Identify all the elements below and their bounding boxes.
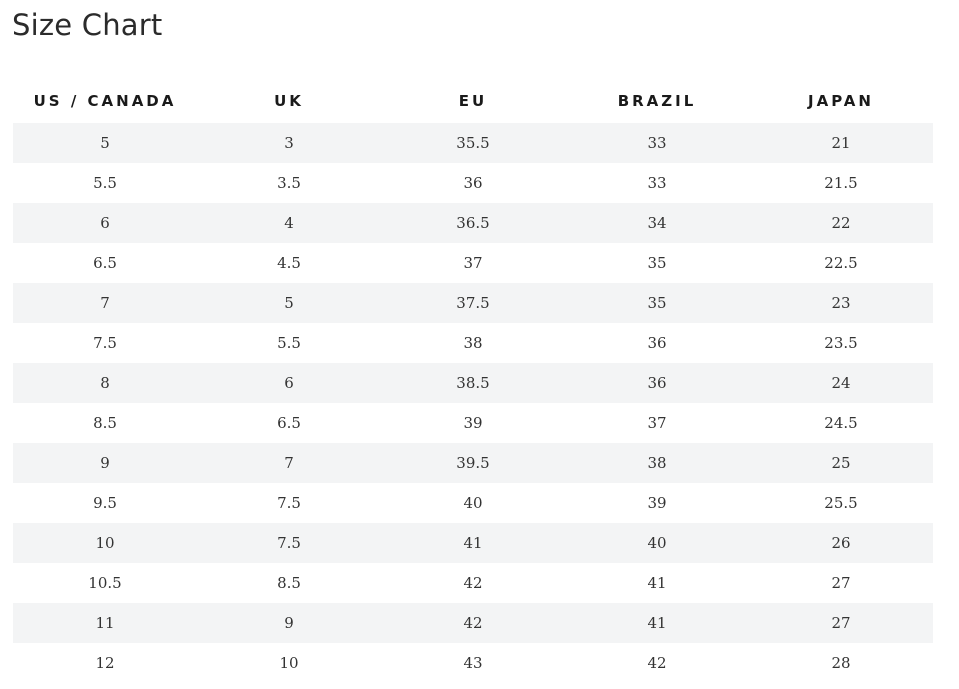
cell-eu: 38.5 [381, 363, 565, 403]
cell-us-canada: 6 [13, 203, 197, 243]
cell-uk: 9 [197, 603, 381, 643]
cell-eu: 39.5 [381, 443, 565, 483]
cell-us-canada: 10 [13, 523, 197, 563]
cell-uk: 5 [197, 283, 381, 323]
cell-eu: 42 [381, 563, 565, 603]
cell-us-canada: 7 [13, 283, 197, 323]
cell-eu: 37 [381, 243, 565, 283]
cell-eu: 36.5 [381, 203, 565, 243]
cell-us-canada: 7.5 [13, 323, 197, 363]
table-row: 10 7.5 41 40 26 [13, 523, 933, 563]
cell-uk: 7.5 [197, 483, 381, 523]
cell-brazil: 33 [565, 163, 749, 203]
table-body: 5 3 35.5 33 21 5.5 3.5 36 33 21.5 6 4 36.5 34 22 6.5 4.5… [13, 123, 933, 683]
table-row: 8.5 6.5 39 37 24.5 [13, 403, 933, 443]
cell-us-canada: 9 [13, 443, 197, 483]
size-chart-table: US / CANADA UK EU BRAZIL JAPAN 5 3 35.5 33 2… [13, 78, 933, 683]
cell-brazil: 37 [565, 403, 749, 443]
cell-japan: 25.5 [749, 483, 933, 523]
column-header-eu: EU [458, 91, 488, 110]
cell-eu: 35.5 [381, 123, 565, 163]
cell-us-canada: 11 [13, 603, 197, 643]
header-row: US / CANADA UK EU BRAZIL JAPAN [13, 78, 933, 123]
table-row: 6 4 36.5 34 22 [13, 203, 933, 243]
cell-eu: 37.5 [381, 283, 565, 323]
cell-uk: 6 [197, 363, 381, 403]
cell-uk: 3 [197, 123, 381, 163]
table-row: 10.5 8.5 42 41 27 [13, 563, 933, 603]
cell-uk: 4.5 [197, 243, 381, 283]
table-row: 6.5 4.5 37 35 22.5 [13, 243, 933, 283]
cell-japan: 24.5 [749, 403, 933, 443]
cell-uk: 7.5 [197, 523, 381, 563]
cell-brazil: 34 [565, 203, 749, 243]
cell-brazil: 41 [565, 563, 749, 603]
cell-eu: 36 [381, 163, 565, 203]
cell-us-canada: 10.5 [13, 563, 197, 603]
cell-us-canada: 8.5 [13, 403, 197, 443]
cell-japan: 26 [749, 523, 933, 563]
cell-us-canada: 8 [13, 363, 197, 403]
cell-brazil: 36 [565, 323, 749, 363]
cell-eu: 41 [381, 523, 565, 563]
table-row: 9 7 39.5 38 25 [13, 443, 933, 483]
cell-us-canada: 9.5 [13, 483, 197, 523]
cell-us-canada: 5 [13, 123, 197, 163]
column-header-uk: UK [274, 91, 304, 110]
table-row: 12 10 43 42 28 [13, 643, 933, 683]
cell-japan: 24 [749, 363, 933, 403]
cell-eu: 43 [381, 643, 565, 683]
table-row: 5 3 35.5 33 21 [13, 123, 933, 163]
cell-brazil: 33 [565, 123, 749, 163]
table-row: 5.5 3.5 36 33 21.5 [13, 163, 933, 203]
cell-japan: 23 [749, 283, 933, 323]
cell-japan: 25 [749, 443, 933, 483]
cell-uk: 4 [197, 203, 381, 243]
cell-uk: 6.5 [197, 403, 381, 443]
cell-uk: 10 [197, 643, 381, 683]
cell-brazil: 38 [565, 443, 749, 483]
cell-uk: 3.5 [197, 163, 381, 203]
cell-brazil: 39 [565, 483, 749, 523]
cell-japan: 27 [749, 603, 933, 643]
cell-japan: 21.5 [749, 163, 933, 203]
table-row: 11 9 42 41 27 [13, 603, 933, 643]
column-header-us-canada: US / CANADA [33, 91, 177, 110]
cell-brazil: 41 [565, 603, 749, 643]
cell-japan: 22.5 [749, 243, 933, 283]
cell-brazil: 42 [565, 643, 749, 683]
cell-uk: 8.5 [197, 563, 381, 603]
column-header-brazil: BRAZIL [617, 91, 697, 110]
cell-uk: 7 [197, 443, 381, 483]
table-row: 7.5 5.5 38 36 23.5 [13, 323, 933, 363]
cell-brazil: 35 [565, 283, 749, 323]
table-row: 7 5 37.5 35 23 [13, 283, 933, 323]
cell-us-canada: 5.5 [13, 163, 197, 203]
cell-japan: 28 [749, 643, 933, 683]
table-row: 9.5 7.5 40 39 25.5 [13, 483, 933, 523]
cell-japan: 27 [749, 563, 933, 603]
table-row: 8 6 38.5 36 24 [13, 363, 933, 403]
table-header: US / CANADA UK EU BRAZIL JAPAN [13, 78, 933, 123]
cell-uk: 5.5 [197, 323, 381, 363]
cell-japan: 21 [749, 123, 933, 163]
cell-brazil: 35 [565, 243, 749, 283]
cell-brazil: 40 [565, 523, 749, 563]
cell-eu: 39 [381, 403, 565, 443]
cell-us-canada: 6.5 [13, 243, 197, 283]
cell-japan: 22 [749, 203, 933, 243]
cell-japan: 23.5 [749, 323, 933, 363]
cell-eu: 40 [381, 483, 565, 523]
page-title: Size Chart [12, 8, 163, 42]
cell-eu: 42 [381, 603, 565, 643]
cell-brazil: 36 [565, 363, 749, 403]
column-header-japan: JAPAN [808, 91, 874, 110]
cell-eu: 38 [381, 323, 565, 363]
cell-us-canada: 12 [13, 643, 197, 683]
